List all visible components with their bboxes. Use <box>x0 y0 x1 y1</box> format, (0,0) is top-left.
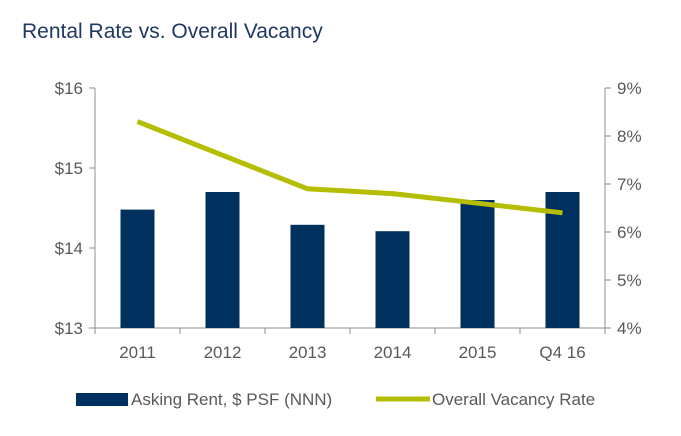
bar <box>460 200 495 328</box>
legend: Asking Rent, $ PSF (NNN) Overall Vacancy … <box>76 390 595 409</box>
legend-label-asking-rent: Asking Rent, $ PSF (NNN) <box>131 390 332 409</box>
x-axis-tick-label: 2015 <box>459 343 497 362</box>
vacancy-line <box>136 119 563 216</box>
left-axis-tick-label: $15 <box>55 159 83 178</box>
x-axis-tick-label: Q4 16 <box>539 343 585 362</box>
right-axis-tick-label: 9% <box>617 79 642 98</box>
bar <box>545 192 580 328</box>
right-axis-tick-label: 6% <box>617 223 642 242</box>
right-axis-tick-label: 7% <box>617 175 642 194</box>
x-axis-tick-label: 2013 <box>289 343 327 362</box>
axes <box>89 87 611 334</box>
bar <box>205 192 240 328</box>
legend-swatch-asking-rent <box>76 393 128 406</box>
bar <box>120 209 155 328</box>
x-axis-tick-label: 2011 <box>119 343 156 362</box>
legend-label-vacancy: Overall Vacancy Rate <box>432 390 595 409</box>
tick-labels: $13 $14 $15 $16 4% 5% 6% 7% 8% 9% 2011 2012 2013 2014… <box>55 79 642 362</box>
bar <box>375 231 410 328</box>
bar <box>290 224 325 328</box>
right-axis-tick-label: 5% <box>617 271 642 290</box>
x-axis-tick-label: 2012 <box>204 343 242 362</box>
bar-series <box>120 192 580 328</box>
left-axis-tick-label: $13 <box>55 319 83 338</box>
chart-title: Rental Rate vs. Overall Vacancy <box>22 20 323 43</box>
left-axis-tick-label: $14 <box>55 239 83 258</box>
left-axis-tick-label: $16 <box>55 79 83 98</box>
right-axis-tick-label: 4% <box>617 319 642 338</box>
right-axis-tick-label: 8% <box>617 127 642 146</box>
line-series <box>136 119 563 216</box>
x-axis-tick-label: 2014 <box>374 343 412 362</box>
